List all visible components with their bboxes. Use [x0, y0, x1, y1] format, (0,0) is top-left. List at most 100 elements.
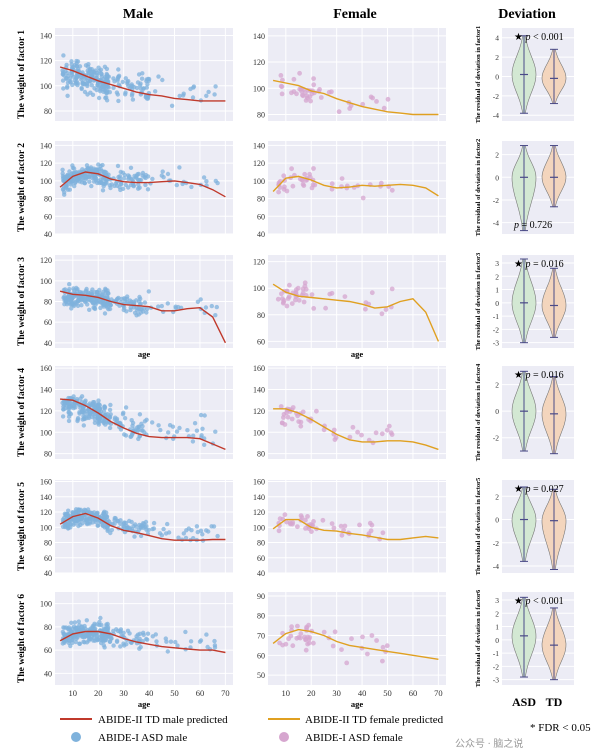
data-point: [177, 425, 182, 431]
panel-male-factor-1: 80 100 120 140 The weight of factor 1: [17, 28, 233, 121]
predicted-curve: [59, 66, 226, 102]
data-point: [380, 658, 385, 664]
y-tick-label: 80: [257, 450, 265, 459]
y-tick-label: 140: [253, 32, 265, 41]
data-point: [289, 416, 295, 422]
panel-male-factor-4: 80 100 120 140 160 The weight of factor 4: [17, 364, 233, 459]
data-point: [121, 630, 126, 635]
y-tick-label: 120: [40, 256, 52, 265]
data-point: [130, 177, 135, 182]
data-point: [72, 180, 78, 186]
data-point: [96, 406, 102, 411]
data-point: [357, 522, 362, 528]
data-point: [66, 525, 71, 530]
group-label-asd: ASD: [512, 695, 536, 709]
data-point: [78, 516, 84, 521]
data-point: [339, 647, 344, 652]
data-point: [76, 523, 81, 529]
x-tick-label: 60: [409, 688, 418, 698]
data-point: [61, 53, 66, 58]
data-point: [91, 400, 96, 405]
data-point: [369, 290, 375, 296]
data-point: [128, 165, 134, 170]
data-point: [146, 289, 151, 294]
data-point: [101, 643, 107, 648]
data-point: [73, 521, 78, 526]
data-point: [177, 165, 182, 170]
data-point: [380, 644, 386, 650]
data-point: [298, 513, 304, 518]
scatter-points: [60, 615, 218, 654]
data-point: [213, 429, 218, 434]
y-tick-label: 2: [495, 609, 499, 618]
data-point: [128, 305, 133, 310]
data-point: [304, 624, 310, 630]
y-tick-label: 0: [495, 299, 499, 308]
data-point: [150, 176, 155, 182]
data-point: [287, 282, 292, 288]
data-point: [101, 301, 107, 306]
x-tick-label: 40: [358, 688, 367, 698]
y-axis-label: The weight of factor 5: [17, 482, 27, 571]
y-tick-label: -2: [493, 539, 499, 548]
scatter-points: [276, 166, 395, 201]
violin-panel-factor-1: 4 2 0 -2 -4 The residual of deviation in fact…: [475, 26, 574, 123]
data-point: [144, 527, 149, 532]
data-point: [65, 70, 70, 76]
data-point: [93, 290, 98, 295]
predicted-curve: [272, 175, 439, 197]
plot-area: [55, 141, 233, 234]
x-tick-label: 50: [170, 688, 179, 698]
data-point: [93, 300, 98, 305]
data-point: [282, 184, 287, 190]
data-point: [98, 291, 103, 296]
scatter-points: [275, 280, 395, 317]
data-point: [93, 174, 98, 179]
data-point: [64, 297, 70, 303]
predicted-curve: [60, 398, 226, 451]
data-point: [370, 440, 376, 446]
data-point: [209, 303, 214, 309]
data-point: [312, 182, 318, 188]
data-point: [379, 431, 385, 437]
plot-area: [268, 480, 446, 573]
p-value: < 0.001: [530, 596, 563, 607]
data-point: [215, 180, 220, 186]
data-point: [100, 162, 105, 168]
y-tick-label: 100: [253, 284, 265, 293]
data-point: [307, 174, 313, 180]
y-tick-label: 120: [40, 508, 52, 517]
data-point: [141, 630, 146, 635]
p-value: = 0.027: [530, 484, 563, 495]
y-tick-label: 80: [44, 298, 52, 307]
panel-male-factor-2: 40 60 80 100 120 140 The weight of factor 2: [17, 141, 233, 239]
data-point: [118, 644, 123, 649]
data-point: [203, 305, 209, 310]
p-symbol: p: [524, 596, 530, 607]
data-point: [342, 294, 348, 299]
data-point: [69, 620, 74, 625]
y-tick-label: 40: [44, 230, 52, 239]
data-point: [71, 74, 76, 79]
data-point: [317, 87, 322, 92]
data-point: [129, 519, 134, 525]
y-tick-label: 60: [44, 318, 52, 327]
data-point: [295, 524, 300, 530]
data-point: [86, 61, 91, 67]
data-point: [213, 313, 218, 318]
data-point: [114, 638, 120, 643]
data-point: [73, 507, 79, 512]
data-point: [100, 419, 105, 424]
data-point: [137, 631, 143, 636]
data-point: [145, 306, 150, 312]
data-point: [284, 303, 290, 309]
data-point: [281, 173, 287, 179]
y-tick-label: -3: [493, 339, 499, 348]
data-point: [373, 430, 379, 436]
data-point: [122, 520, 127, 525]
data-point: [175, 643, 180, 648]
data-point: [130, 97, 136, 102]
data-point: [101, 89, 106, 95]
data-point: [82, 89, 88, 95]
data-point: [64, 76, 69, 82]
